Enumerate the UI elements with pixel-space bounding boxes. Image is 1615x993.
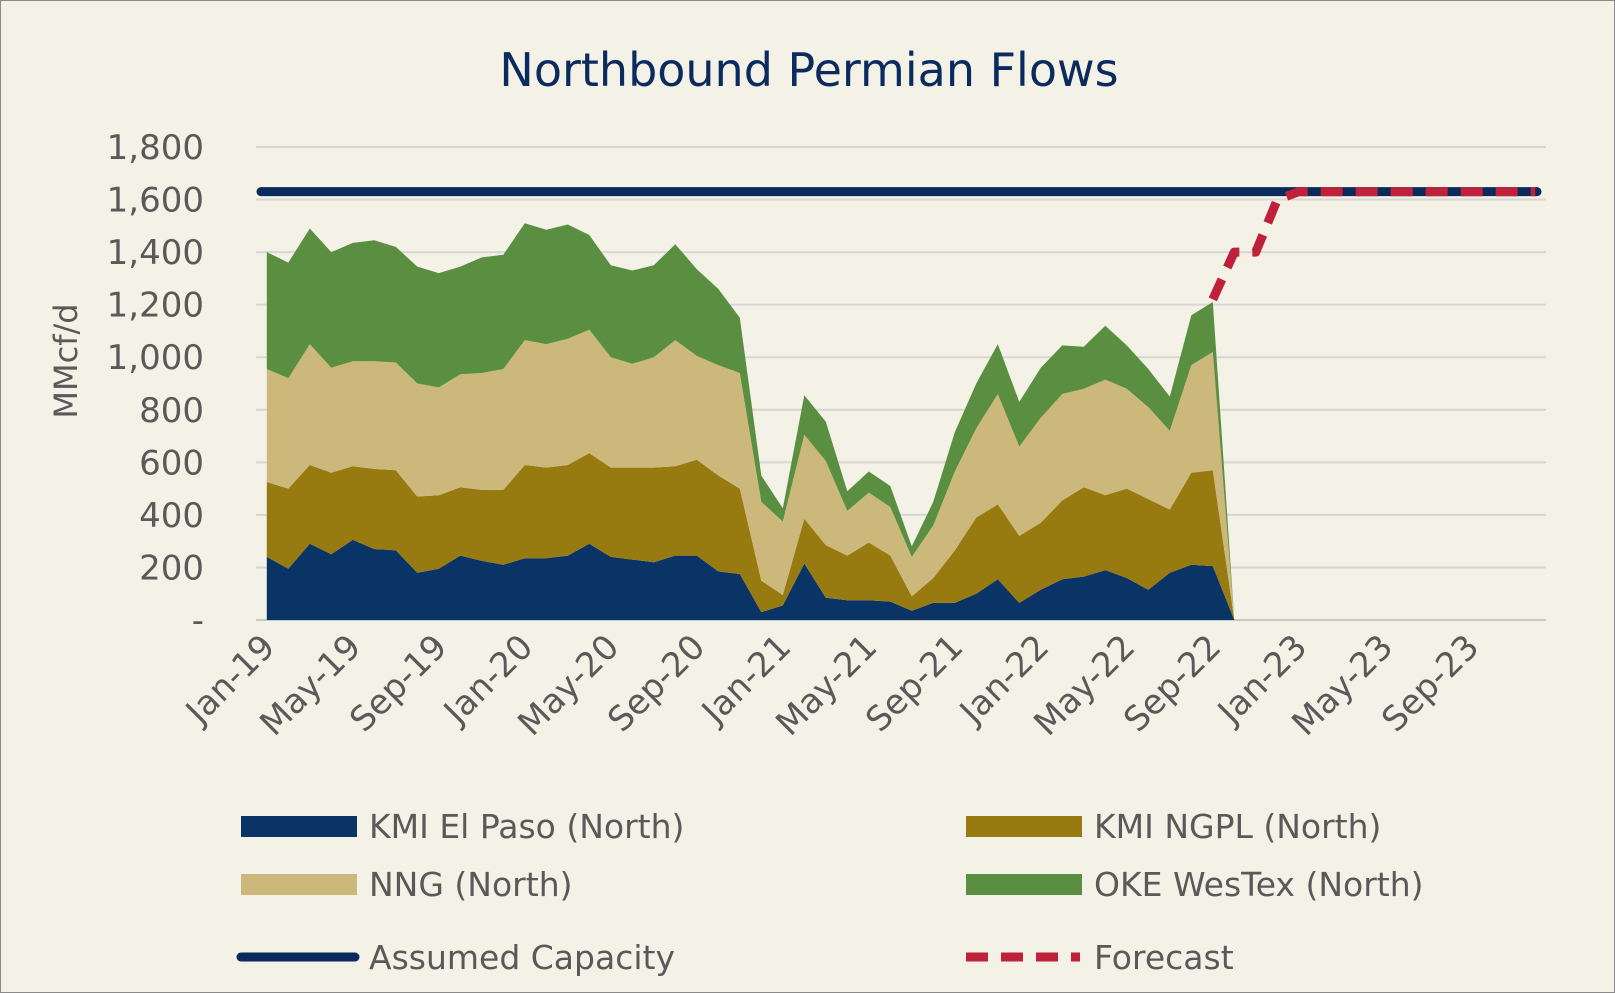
legend-swatch [966,874,1082,895]
stacked-areas [266,223,1235,620]
y-axis-ticks: - 200 400 600 800 1,000 1,200 1,400 1,600 1,800 [107,128,204,641]
y-tick-label: 200 [139,548,204,588]
y-tick-label: 400 [139,496,204,536]
chart-title: Northbound Permian Flows [499,43,1118,97]
legend-label: KMI NGPL (North) [1094,807,1381,846]
y-tick-label: 1,200 [107,286,204,326]
x-tick-label: Sep-23 [1374,627,1487,740]
legend-swatch [966,816,1082,837]
x-tick-label: Sep-19 [342,627,455,740]
legend-label: NNG (North) [369,865,572,904]
legend-swatch [241,816,357,837]
x-tick-label: Sep-21 [858,627,971,740]
forecast-line [1208,187,1536,302]
x-tick-label: Sep-22 [1116,627,1229,740]
y-tick-label: 800 [139,391,204,431]
legend-swatch [241,874,357,895]
x-tick-label: Sep-20 [600,627,713,740]
legend: KMI El Paso (North) KMI NGPL (North) NNG (… [236,807,1423,977]
series-area [266,539,1235,620]
y-tick-label: 1,600 [107,181,204,221]
legend-label: Forecast [1094,938,1234,977]
y-tick-label: 1,800 [107,128,204,168]
y-tick-label: 1,400 [107,233,204,273]
y-tick-label: - [192,601,204,641]
overlay-lines [256,187,1542,302]
legend-label: KMI El Paso (North) [369,807,684,846]
legend-label: Assumed Capacity [369,938,675,977]
series-area [266,223,1235,620]
y-tick-label: 600 [139,443,204,483]
legend-label: OKE WesTex (North) [1094,865,1423,904]
y-tick-label: 1,000 [107,338,204,378]
x-axis-ticks: Jan-19May-19Sep-19Jan-20May-20Sep-20Jan-… [177,627,1487,744]
series-area [266,329,1235,620]
series-area [266,453,1235,620]
y-axis-label: MMcf/d [47,303,85,418]
